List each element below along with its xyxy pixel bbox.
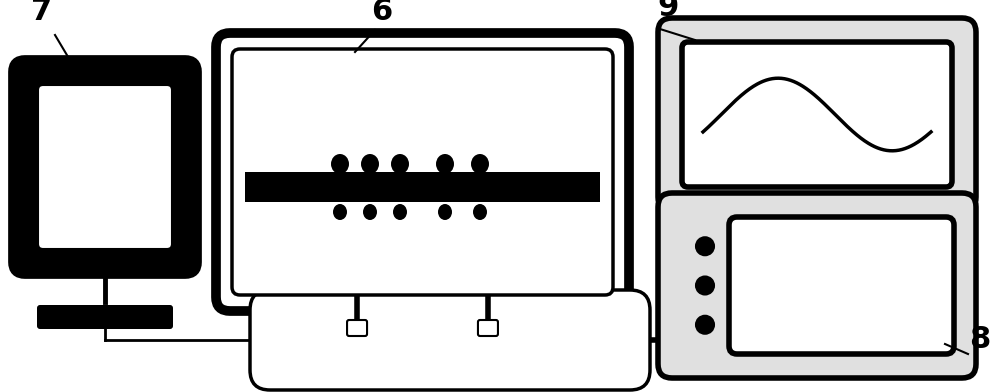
FancyBboxPatch shape [37, 305, 172, 329]
FancyBboxPatch shape [347, 320, 367, 336]
Text: 8: 8 [968, 325, 990, 354]
FancyBboxPatch shape [231, 49, 612, 295]
FancyBboxPatch shape [249, 290, 649, 390]
Ellipse shape [361, 154, 379, 174]
Circle shape [695, 316, 713, 334]
Ellipse shape [438, 204, 452, 220]
FancyBboxPatch shape [13, 60, 196, 274]
Bar [244, 172, 599, 202]
Circle shape [695, 237, 713, 255]
FancyBboxPatch shape [478, 320, 497, 336]
FancyBboxPatch shape [728, 217, 953, 354]
Text: 6: 6 [371, 0, 392, 26]
Text: 9: 9 [656, 0, 678, 22]
FancyBboxPatch shape [681, 42, 951, 187]
Text: 7: 7 [31, 0, 52, 26]
Ellipse shape [393, 204, 407, 220]
Ellipse shape [363, 204, 377, 220]
FancyBboxPatch shape [657, 18, 975, 211]
FancyBboxPatch shape [657, 193, 975, 378]
Circle shape [695, 276, 713, 294]
Ellipse shape [331, 154, 349, 174]
Ellipse shape [473, 204, 487, 220]
Ellipse shape [436, 154, 454, 174]
Ellipse shape [333, 204, 347, 220]
Ellipse shape [471, 154, 489, 174]
FancyBboxPatch shape [215, 33, 628, 311]
FancyBboxPatch shape [38, 85, 171, 249]
Ellipse shape [391, 154, 409, 174]
